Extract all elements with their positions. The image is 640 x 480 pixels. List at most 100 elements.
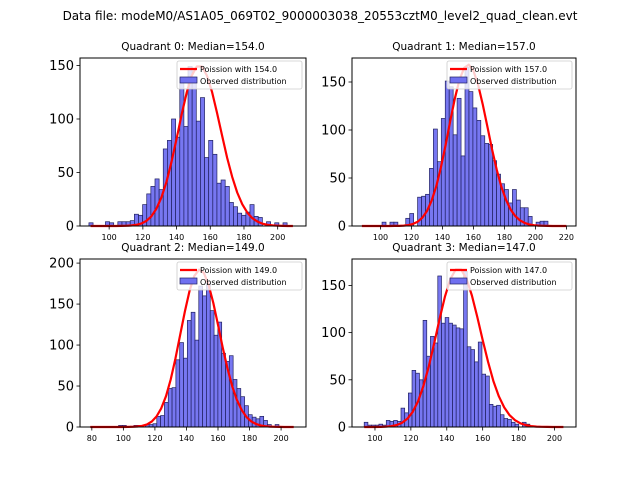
histogram-bar (466, 346, 472, 428)
legend-box (176, 261, 303, 291)
histogram-bar (221, 352, 226, 428)
y-tick-label: 50 (57, 166, 74, 181)
histogram-bar (220, 179, 226, 227)
histogram-bar (459, 328, 464, 428)
axes-frame (79, 57, 307, 227)
x-tick-label: 200 (270, 233, 285, 242)
histogram-bar (160, 415, 165, 428)
legend: Poission with 154.0 Observed distribution (176, 60, 303, 90)
histogram-bar (183, 126, 189, 227)
histogram-bar (228, 202, 234, 227)
legend-label-observed: Observed distribution (200, 77, 287, 86)
legend-box (446, 60, 573, 90)
legend: Poission with 147.0 Observed distribution (446, 261, 573, 291)
histogram-bar (476, 120, 482, 227)
histogram-bar (448, 322, 453, 428)
histogram-bar (213, 334, 219, 428)
histogram-bar (472, 107, 478, 227)
histogram-bar (206, 283, 211, 428)
y-tick-label: 100 (321, 326, 346, 341)
histogram-bar (433, 342, 439, 428)
histogram-bar (485, 375, 490, 428)
histogram-bar (452, 324, 457, 428)
histogram-bar (444, 80, 450, 227)
legend-label-observed: Observed distribution (200, 278, 287, 287)
x-tick-label: 100 (367, 434, 382, 443)
legend: Poission with 157.0 Observed distribution (446, 60, 573, 90)
y-tick-label: 0 (338, 220, 346, 235)
histogram-bar (488, 403, 494, 428)
y-tick-label: 0 (338, 421, 346, 436)
y-tick-label: 200 (49, 257, 74, 272)
figure-suptitle: Data file: modeM0/AS1A05_069T02_90000030… (63, 9, 578, 23)
subplot-quadrant-1: Quadrant 1: Median=157.0 0 50 100 150 100 120 1… (321, 41, 577, 242)
histogram-bar (233, 206, 238, 227)
histogram-bar (433, 128, 438, 227)
histogram-bar (421, 195, 426, 227)
histogram-bar (156, 415, 161, 428)
y-tick-label: 50 (57, 380, 74, 395)
x-tick-label: 120 (147, 434, 162, 443)
histogram-bar (237, 212, 243, 227)
histogram-bar (209, 310, 215, 428)
histogram-bar (460, 155, 466, 227)
x-tick-label: 100 (373, 233, 388, 242)
x-tick-label: 200 (528, 233, 543, 242)
histogram-bar (179, 77, 185, 227)
y-tick-label: 150 (49, 59, 74, 74)
histogram-bar (512, 189, 517, 227)
histogram-bar (507, 419, 512, 428)
histogram-bar (212, 153, 218, 227)
axes-title: Quadrant 3: Median=147.0 (392, 242, 535, 254)
histogram-bar (198, 285, 203, 428)
legend-label-poisson: Poission with 154.0 (200, 65, 277, 74)
histogram-bar (474, 361, 479, 428)
histogram-bar (187, 66, 193, 227)
histogram-bar (455, 327, 461, 428)
histogram-bar (468, 91, 474, 227)
x-tick-label: 100 (102, 233, 117, 242)
histogram-bar (202, 295, 207, 428)
histogram-bar (224, 186, 230, 227)
axes-title: Quadrant 1: Median=157.0 (392, 41, 535, 53)
histogram-bar (470, 349, 475, 428)
legend-bar-swatch (179, 76, 198, 84)
x-tick-label: 160 (210, 434, 225, 443)
y-tick-label: 100 (321, 124, 346, 139)
y-tick-label: 100 (49, 112, 74, 127)
histogram-bar (204, 157, 210, 227)
x-tick-label: 100 (116, 434, 131, 443)
legend-box (176, 60, 303, 90)
histogram-bar (200, 97, 205, 227)
histogram-bar (167, 388, 173, 428)
histogram-bar (456, 97, 462, 227)
subplot-quadrant-2: Quadrant 2: Median=149.0 0 50 100 150 200 80 10… (49, 242, 307, 443)
histogram-bar (190, 311, 196, 428)
x-tick-label: 120 (135, 233, 150, 242)
axes-frame (351, 57, 577, 227)
histogram-bar (164, 402, 169, 428)
x-tick-label: 160 (466, 233, 481, 242)
histogram-bar (481, 373, 486, 428)
axes-title: Quadrant 2: Median=149.0 (121, 242, 264, 254)
legend-bar-swatch (449, 277, 468, 285)
histogram-bar (463, 270, 468, 428)
x-tick-label: 220 (559, 233, 574, 242)
x-tick-label: 140 (439, 434, 454, 443)
axes-frame (79, 258, 307, 428)
histogram-bar (496, 404, 501, 428)
histogram-bar (452, 134, 458, 227)
histogram-bar (183, 357, 188, 428)
legend: Poission with 149.0 Observed distribution (176, 261, 303, 291)
histogram-bar (441, 322, 446, 428)
histogram-bar (195, 120, 201, 227)
legend-bar-swatch (179, 277, 198, 285)
y-tick-label: 0 (66, 421, 74, 436)
subplot-quadrant-0: Quadrant 0: Median=154.0 0 50 100 150 100 120 1… (49, 41, 307, 242)
histogram-bar (408, 392, 413, 428)
histogram-bar (503, 418, 509, 428)
x-tick-label: 80 (87, 434, 97, 443)
histogram-bar (228, 355, 234, 428)
histogram-bar (194, 339, 200, 428)
